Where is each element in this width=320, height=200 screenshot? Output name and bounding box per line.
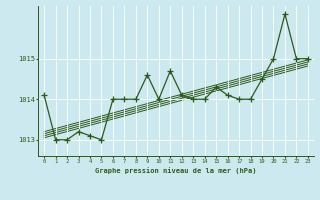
X-axis label: Graphe pression niveau de la mer (hPa): Graphe pression niveau de la mer (hPa) [95,167,257,174]
